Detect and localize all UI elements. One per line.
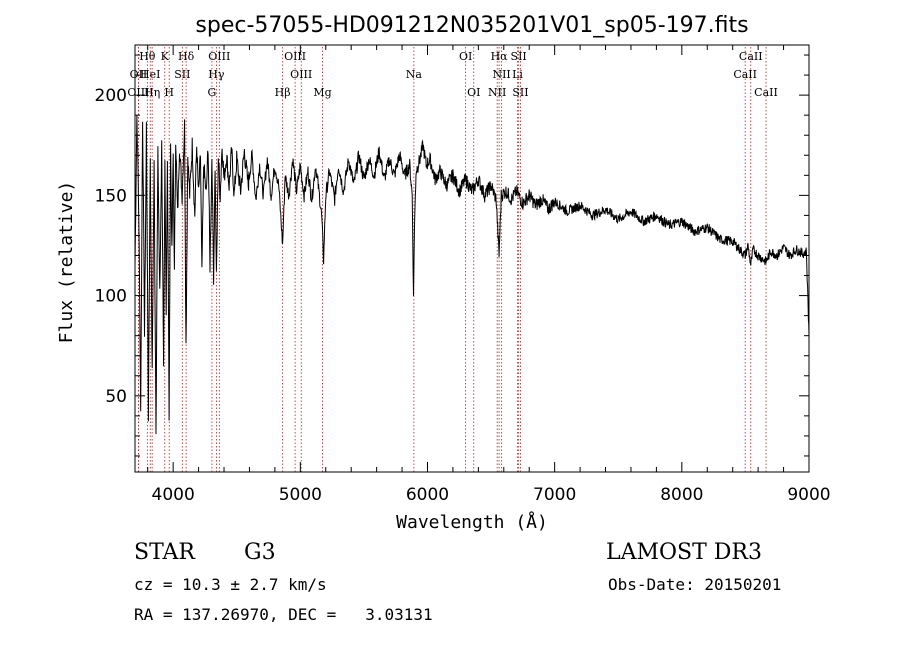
x-tick-label: 4000 [152,485,195,505]
line-label: NII [488,86,506,99]
object-subclass: G3 [244,540,276,565]
line-label: Hα [491,50,509,63]
line-label: NII [492,68,510,81]
line-label: OII [130,68,148,81]
y-tick-label: 150 [95,186,127,206]
line-label: OIII [127,86,149,99]
y-tick-label: 100 [95,287,127,307]
x-tick-label: 9000 [787,485,830,505]
y-tick-labels: 50 100 150 200 [95,86,127,407]
line-label: Li [512,68,523,81]
object-class: STAR [134,540,195,565]
coordinates: RA = 137.26970, DEC = 3.03131 [134,605,433,624]
line-label: Mg [313,86,331,99]
x-tick-label: 5000 [279,485,322,505]
x-tick-labels: 4000 5000 6000 7000 8000 9000 [152,485,831,505]
spectrum-line [134,114,810,435]
line-label: H [164,86,174,99]
survey-name: LAMOST DR3 [606,540,762,565]
line-label: Hθ [139,50,156,63]
line-label: G [208,86,217,99]
y-tick-label: 200 [95,86,127,106]
y-tick-label: 50 [105,387,127,407]
x-tick-label: 6000 [406,485,449,505]
line-label: SII [174,68,190,81]
redshift-text: cz = 10.3 ± 2.7 km/s [134,575,327,594]
line-label: Hδ [178,50,195,63]
line-label: OIII [284,50,306,63]
line-label: SII [512,86,528,99]
line-label: OIII [208,50,230,63]
x-tick-label: 8000 [660,485,703,505]
obs-date: Obs-Date: 20150201 [608,575,782,594]
x-axis-label: Wavelength (Å) [396,511,548,533]
plot-frame [134,44,810,473]
emission-line-markers [138,47,767,472]
chart-title: spec-57055-HD091212N035201V01_sp05-197.f… [195,13,748,38]
x-tick-label: 7000 [533,485,576,505]
line-label: Hγ [208,68,225,81]
line-label: Na [406,68,423,81]
line-label: CaII [733,68,757,81]
line-label: OI [467,86,480,99]
line-label: Hβ [275,86,291,99]
line-label: Hη [144,86,160,99]
line-label: OI [459,50,472,63]
line-label: K [161,50,170,63]
line-label: OIII [290,68,312,81]
axis-ticks [135,45,810,472]
line-label: CaII [754,86,778,99]
y-axis-label: Flux (relative) [56,181,77,344]
line-label: SII [511,50,527,63]
line-label: CaII [739,50,763,63]
line-label: HeI [140,68,160,81]
